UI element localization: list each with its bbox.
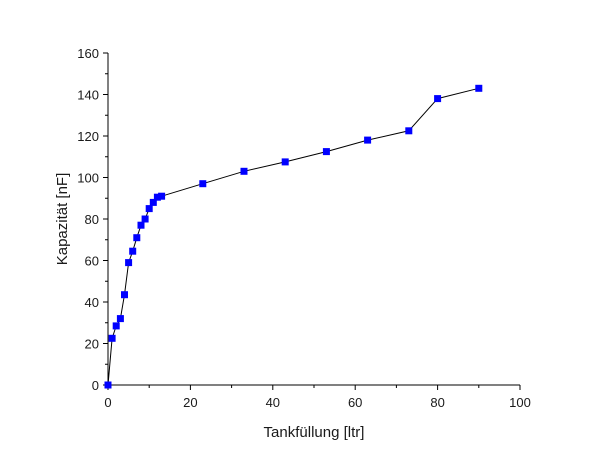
- y-tick-label: 40: [85, 295, 99, 310]
- data-point: [281, 158, 289, 166]
- data-point: [475, 84, 483, 92]
- x-tick-label: 20: [183, 395, 197, 410]
- x-axis-label: Tankfüllung [ltr]: [264, 424, 365, 441]
- data-point: [240, 167, 248, 175]
- y-tick-label: 100: [77, 171, 99, 186]
- y-tick-label: 120: [77, 129, 99, 144]
- x-tick-label: 100: [509, 395, 531, 410]
- data-point: [125, 259, 133, 267]
- y-tick-label: 140: [77, 88, 99, 103]
- data-point: [137, 221, 145, 229]
- y-tick-label: 160: [77, 46, 99, 61]
- data-point: [149, 198, 157, 206]
- data-series: [104, 84, 483, 389]
- data-point: [434, 95, 442, 103]
- tick-labels: 0 20 40 60 80 100 0 20 40 60 80 100 120 140 160: [77, 46, 531, 410]
- y-axis-label: Kapazität [nF]: [54, 173, 71, 266]
- x-tick-label: 60: [348, 395, 362, 410]
- data-point: [364, 136, 372, 144]
- y-tick-label: 60: [85, 254, 99, 269]
- data-point: [158, 192, 166, 200]
- data-point: [121, 291, 128, 299]
- data-point: [322, 148, 330, 156]
- data-point: [116, 315, 124, 323]
- data-point: [405, 127, 413, 135]
- axes: [103, 52, 521, 390]
- data-point: [129, 247, 137, 255]
- data-point: [153, 193, 161, 201]
- x-tick-label: 80: [430, 395, 444, 410]
- data-point: [133, 234, 141, 242]
- series-line: [107, 87, 479, 386]
- x-tick-label: 40: [266, 395, 280, 410]
- y-tick-label: 0: [92, 378, 99, 393]
- x-tick-label: 0: [104, 395, 111, 410]
- y-tick-label: 80: [85, 212, 99, 227]
- data-point: [145, 205, 153, 213]
- data-point: [108, 334, 116, 342]
- data-point: [104, 381, 112, 389]
- data-point: [141, 215, 149, 223]
- data-point: [112, 322, 120, 330]
- data-point: [199, 180, 207, 188]
- y-tick-label: 20: [85, 337, 99, 352]
